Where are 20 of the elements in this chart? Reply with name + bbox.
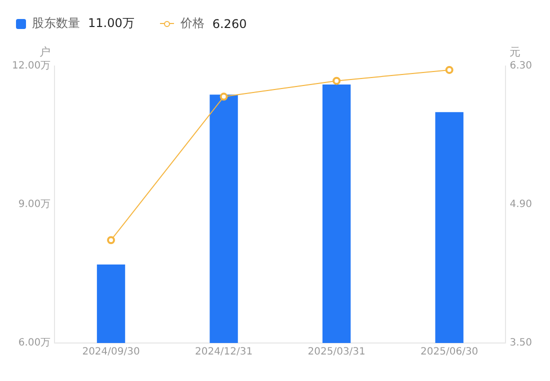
x-tick-label: 2024/12/31	[194, 346, 253, 358]
x-tick-label: 2025/06/30	[420, 346, 478, 358]
legend-label: 股东数量	[32, 15, 80, 32]
x-tick-label: 2024/09/30	[82, 346, 140, 358]
y2-tick-label: 6.30	[510, 60, 532, 72]
y-tick-label: 6.00万	[18, 338, 51, 349]
y-axis-title: 户	[40, 45, 51, 58]
legend-label: 价格	[180, 15, 204, 32]
y-tick-label: 12.00万	[12, 60, 51, 72]
x-tick-label: 2025/03/31	[308, 346, 366, 358]
y2-tick-label: 4.90	[510, 199, 532, 210]
point	[107, 236, 116, 244]
point	[220, 92, 228, 101]
text: 11.00万	[88, 15, 134, 32]
point	[332, 76, 341, 85]
y2-tick-label: 3.50	[510, 338, 532, 349]
point	[445, 66, 454, 74]
y2-axis-title: 元	[510, 45, 521, 58]
text: 6.260	[212, 16, 247, 30]
y-tick-label: 9.00万	[18, 199, 51, 210]
